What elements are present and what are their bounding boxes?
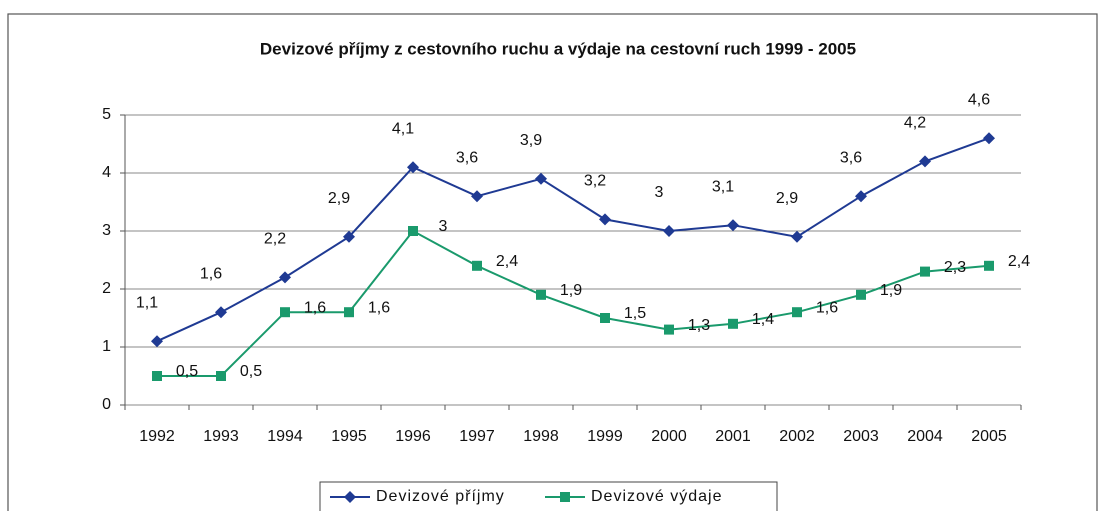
marker xyxy=(344,307,354,318)
data-label: 1,5 xyxy=(624,305,646,322)
x-tick-label: 1997 xyxy=(459,428,495,445)
data-label: 3 xyxy=(655,184,664,201)
x-tick-label: 2004 xyxy=(907,428,943,445)
data-label: 4,2 xyxy=(904,115,926,132)
y-tick-label: 5 xyxy=(102,106,111,123)
data-label: 4,6 xyxy=(968,91,990,108)
x-tick-label: 2000 xyxy=(651,428,687,445)
data-label: 3,1 xyxy=(712,178,734,195)
marker xyxy=(664,324,674,335)
data-label: 3 xyxy=(439,218,448,235)
data-label: 3,9 xyxy=(520,132,542,149)
data-label: 4,1 xyxy=(392,120,414,137)
data-label: 2,3 xyxy=(944,259,966,276)
x-tick-label: 1994 xyxy=(267,428,303,445)
x-tick-label: 2002 xyxy=(779,428,815,445)
marker xyxy=(728,318,738,329)
data-label: 2,9 xyxy=(776,190,798,207)
marker xyxy=(791,230,803,243)
marker xyxy=(279,271,291,284)
data-label: 1,6 xyxy=(816,299,838,316)
chart-frame xyxy=(7,13,1098,511)
marker xyxy=(855,190,867,203)
x-tick-label: 1993 xyxy=(203,428,239,445)
x-tick-label: 1992 xyxy=(139,428,175,445)
legend: Devizové příjmy Devizové výdaje xyxy=(319,481,778,511)
x-tick-label: 2003 xyxy=(843,428,879,445)
data-label: 1,6 xyxy=(368,299,390,316)
marker xyxy=(792,307,802,318)
marker xyxy=(216,371,226,381)
marker xyxy=(407,161,419,174)
data-label: 2,9 xyxy=(328,190,350,207)
legend-marker xyxy=(344,491,356,503)
marker xyxy=(408,226,418,236)
y-tick-label: 3 xyxy=(102,222,111,239)
marker xyxy=(152,371,162,381)
marker xyxy=(920,266,930,277)
data-label: 1,9 xyxy=(880,282,902,299)
data-label: 1,1 xyxy=(136,294,158,311)
legend-marker xyxy=(560,492,570,502)
x-tick-label: 2005 xyxy=(971,428,1007,445)
x-tick-label: 1999 xyxy=(587,428,623,445)
y-tick-label: 1 xyxy=(102,338,111,355)
legend-label: Devizové výdaje xyxy=(591,488,723,505)
marker xyxy=(599,213,611,226)
data-label: 3,2 xyxy=(584,173,606,190)
legend-label: Devizové příjmy xyxy=(376,488,505,505)
marker xyxy=(600,313,610,323)
marker xyxy=(151,335,163,348)
marker xyxy=(984,260,994,271)
data-label: 1,6 xyxy=(200,265,222,282)
series-line xyxy=(157,229,990,377)
data-label: 1,4 xyxy=(752,311,774,328)
x-tick-label: 1998 xyxy=(523,428,559,445)
x-tick-label: 1995 xyxy=(331,428,367,445)
data-label: 2,2 xyxy=(264,231,286,248)
y-tick-label: 2 xyxy=(102,280,111,297)
marker xyxy=(535,172,547,185)
marker xyxy=(663,225,675,237)
marker xyxy=(471,190,483,203)
marker xyxy=(727,219,739,232)
data-label: 3,6 xyxy=(840,149,862,166)
series-line xyxy=(156,137,990,343)
y-tick-label: 4 xyxy=(102,164,111,181)
marker xyxy=(280,307,290,318)
data-label: 1,9 xyxy=(560,282,582,299)
chart-title: Devizové příjmy z cestovního ruchu a výd… xyxy=(260,39,856,58)
data-label: 0,5 xyxy=(240,363,262,380)
marker xyxy=(856,289,866,300)
y-tick-label: 0 xyxy=(102,396,111,413)
marker xyxy=(343,230,355,243)
data-label: 2,4 xyxy=(1008,253,1030,270)
data-label: 1,3 xyxy=(688,317,710,334)
marker xyxy=(472,260,482,271)
marker xyxy=(983,132,995,145)
marker xyxy=(919,155,931,168)
marker xyxy=(536,289,546,300)
data-label: 0,5 xyxy=(176,363,198,380)
x-tick-label: 2001 xyxy=(715,428,751,445)
x-tick-label: 1996 xyxy=(395,428,431,445)
data-label: 2,4 xyxy=(496,253,518,270)
marker xyxy=(215,306,227,319)
data-label: 3,6 xyxy=(456,149,478,166)
data-label: 1,6 xyxy=(304,299,326,316)
